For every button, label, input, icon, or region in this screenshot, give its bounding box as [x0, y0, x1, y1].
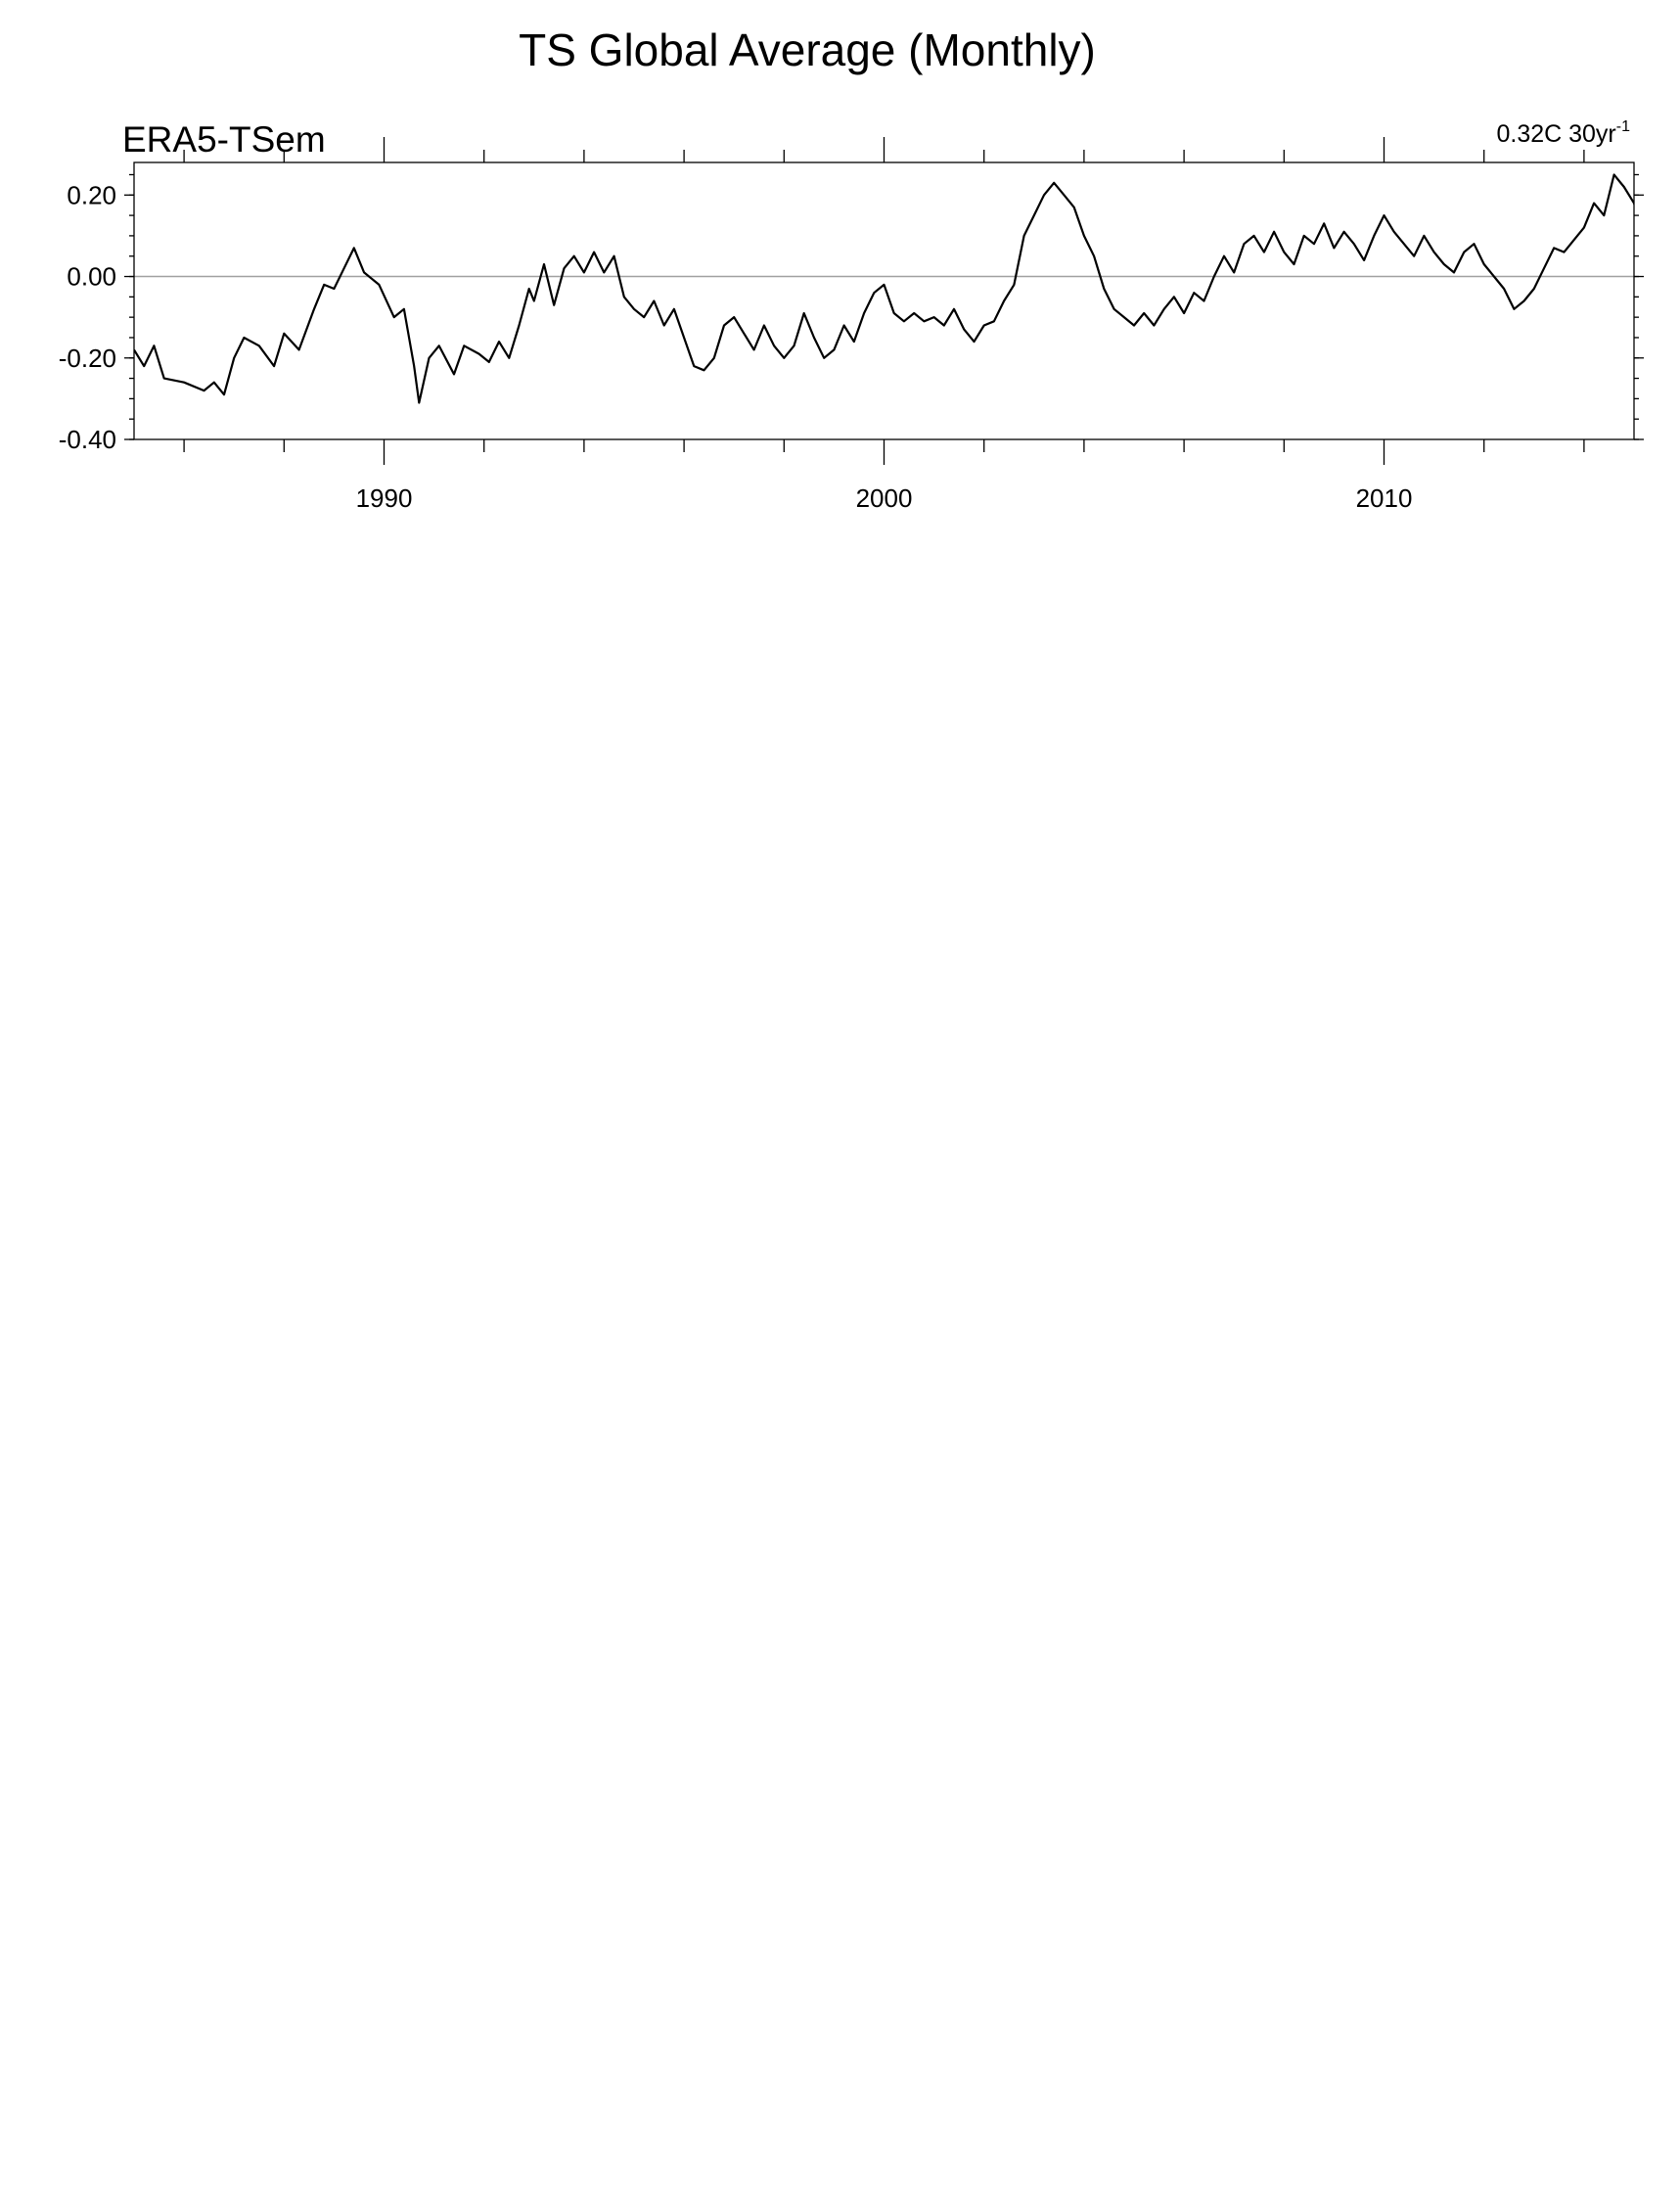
x-tick-label: 2000 — [856, 483, 913, 513]
panel-title: ERA5-TSem — [122, 119, 326, 160]
y-tick-label: -0.20 — [59, 344, 116, 373]
panels: ERA5-TSem 0.32C 30yr-1 0.20 0.00 -0.20 -0.40 1… — [59, 118, 1644, 513]
panel-1: ERA5-TSem 0.32C 30yr-1 0.20 0.00 -0.20 -0.40 1… — [59, 118, 1644, 513]
x-tick-label: 2010 — [1356, 483, 1413, 513]
y-tick-label: 0.00 — [67, 262, 116, 292]
trend-superscript: -1 — [1616, 118, 1630, 135]
y-tick-label: -0.40 — [59, 425, 116, 454]
plot-frame — [133, 161, 1635, 440]
figure-title: TS Global Average (Monthly) — [519, 24, 1096, 75]
trend-label: 0.32C 30yr-1 — [1496, 118, 1630, 148]
series-group — [134, 173, 1634, 404]
x-tick-label: 1990 — [356, 483, 413, 513]
y-tick-label: 0.20 — [67, 180, 116, 209]
trend-value: 0.32C 30yr — [1496, 120, 1615, 148]
series-line-obs — [134, 173, 1634, 404]
